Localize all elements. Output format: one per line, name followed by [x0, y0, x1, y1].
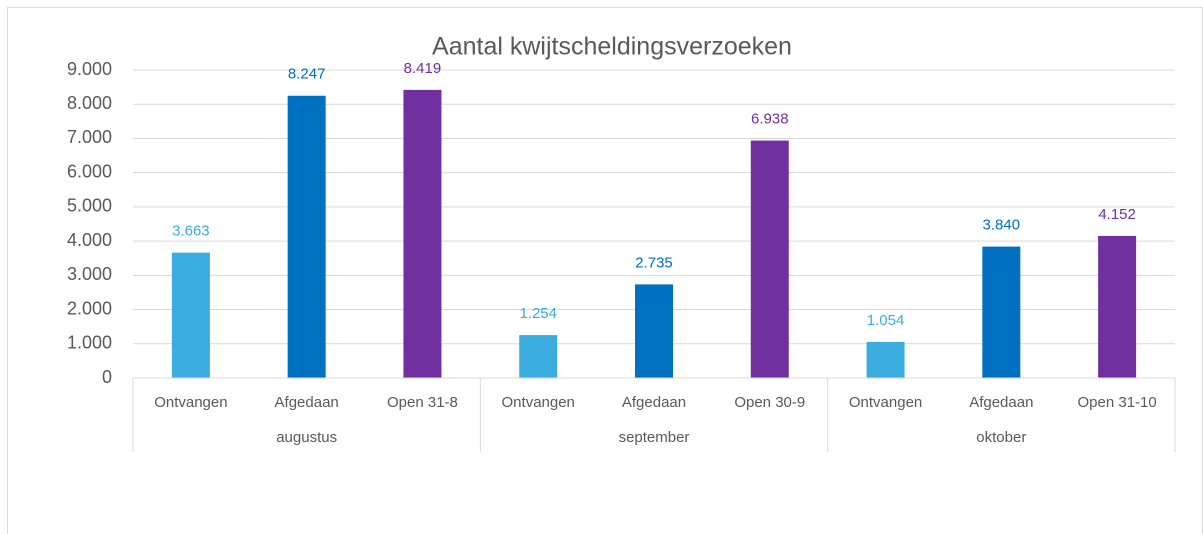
value-label: 1.254 — [519, 305, 557, 322]
x-tick-label: Open 31-10 — [1077, 394, 1156, 411]
x-tick-label: Afgedaan — [969, 394, 1033, 411]
value-label: 3.840 — [983, 217, 1021, 234]
y-tick-label: 2.000 — [67, 298, 112, 318]
x-tick-label: Afgedaan — [622, 394, 686, 411]
y-tick-label: 0 — [102, 367, 112, 387]
bar — [1098, 235, 1137, 378]
value-label: 6.938 — [751, 111, 789, 128]
group-label: oktober — [976, 429, 1026, 446]
x-tick-label: Open 30-9 — [734, 394, 805, 411]
bar — [982, 246, 1021, 378]
x-tick-label: Ontvangen — [502, 394, 575, 411]
bar — [403, 89, 442, 378]
chart-title: Aantal kwijtscheldingsverzoeken — [432, 33, 792, 61]
y-tick-label: 3.000 — [67, 264, 112, 284]
value-label: 8.419 — [404, 60, 442, 77]
bar — [287, 95, 326, 378]
bar — [635, 284, 673, 378]
y-tick-label: 4.000 — [67, 230, 112, 250]
y-tick-label: 5.000 — [67, 196, 112, 216]
value-label: 4.152 — [1098, 206, 1136, 223]
bar — [750, 140, 789, 378]
y-tick-label: 6.000 — [67, 161, 112, 181]
group-label: september — [619, 429, 690, 446]
value-label: 2.735 — [635, 254, 673, 271]
y-tick-label: 9.000 — [67, 59, 112, 79]
y-tick-label: 7.000 — [67, 127, 112, 147]
value-label: 3.663 — [172, 223, 210, 240]
value-label: 8.247 — [288, 66, 326, 83]
bar — [171, 252, 210, 378]
value-label: 1.054 — [867, 312, 905, 329]
bar — [519, 335, 558, 378]
y-tick-label: 8.000 — [67, 93, 112, 113]
group-label: augustus — [276, 429, 337, 446]
y-tick-label: 1.000 — [67, 333, 112, 353]
bar — [866, 341, 905, 378]
x-tick-label: Open 31-8 — [387, 394, 458, 411]
x-tick-label: Ontvangen — [154, 394, 227, 411]
x-tick-label: Ontvangen — [849, 394, 922, 411]
x-tick-label: Afgedaan — [275, 394, 339, 411]
